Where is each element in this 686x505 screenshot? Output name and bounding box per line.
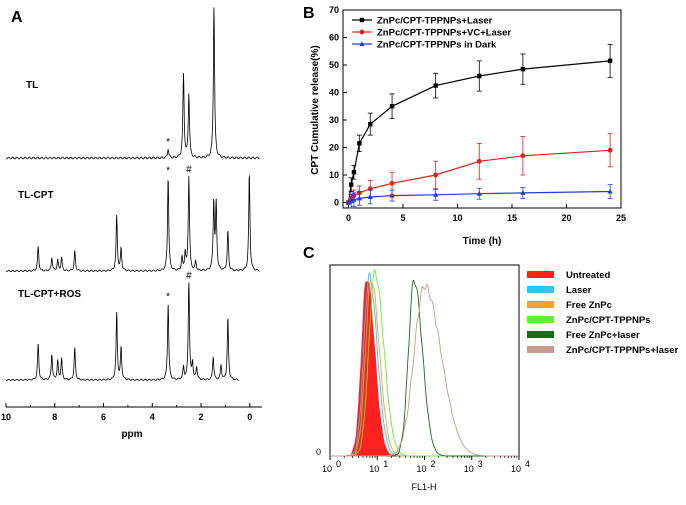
flow-panel: FL1-H 0 10 0 10 1 10 2 10 3 10 4UntreatedLaserFre… bbox=[316, 264, 678, 492]
flow-x-tick-exponent: 4 bbox=[525, 459, 530, 469]
flow-legend-label: Free ZnPc+laser bbox=[566, 330, 640, 341]
flow-x-tick-label: 10 bbox=[416, 464, 426, 474]
release-point bbox=[389, 104, 395, 109]
flow-legend-swatch bbox=[527, 346, 554, 353]
nmr-x-tick-label: 10 bbox=[1, 412, 11, 422]
release-legend-label: ZnPc/CPT-TPPNPs+Laser bbox=[377, 16, 493, 27]
release-x-tick-label: 20 bbox=[561, 213, 571, 223]
flow-x-tick-exponent: 0 bbox=[336, 459, 341, 469]
release-plot-frame bbox=[342, 9, 622, 209]
peak-marker: * bbox=[166, 166, 170, 177]
release-legend-marker bbox=[359, 29, 365, 35]
release-point bbox=[607, 188, 613, 194]
release-point bbox=[520, 66, 526, 72]
flow-legend-swatch bbox=[527, 271, 554, 278]
release-series-line bbox=[347, 60, 611, 203]
release-point bbox=[367, 194, 373, 199]
nmr-x-tick-label: 2 bbox=[199, 412, 204, 422]
nmr-trace-tl bbox=[5, 7, 260, 160]
release-x-tick-label: 25 bbox=[616, 213, 626, 223]
flow-legend-swatch bbox=[527, 301, 554, 308]
flow-legend-label: Untreated bbox=[566, 270, 611, 281]
flow-x-tick-label: 10 bbox=[511, 464, 521, 474]
trace-label-tl-cpt-ros: TL-CPT+ROS bbox=[18, 289, 81, 300]
release-y-tick-label: 70 bbox=[329, 5, 339, 15]
release-x-tick-label: 15 bbox=[507, 213, 517, 223]
nmr-trace-tl-cpt bbox=[5, 175, 260, 273]
flow-legend-label: Laser bbox=[566, 285, 592, 296]
release-point bbox=[368, 121, 373, 127]
flow-histogram-line bbox=[330, 272, 519, 457]
flow-x-tick-exponent: 3 bbox=[478, 459, 483, 469]
flow-x-tick-label: 10 bbox=[322, 464, 332, 474]
nmr-x-tick-label: 8 bbox=[52, 412, 57, 422]
flow-x-tick-label: 10 bbox=[464, 464, 474, 474]
release-legend-label: ZnPc/CPT-TPPNPs in Dark bbox=[377, 40, 497, 51]
release-y-tick-label: 50 bbox=[329, 60, 339, 70]
release-x-tick-label: 10 bbox=[452, 213, 462, 223]
release-legend-marker bbox=[359, 17, 365, 23]
release-y-tick-label: 0 bbox=[334, 198, 339, 208]
release-y-label: CPT Cumulative release(%) bbox=[310, 45, 321, 175]
release-panel: Time (h) CPT Cumulative release(%) 0 5 10 1… bbox=[310, 5, 626, 247]
release-legend-label: ZnPc/CPT-TPPNPs+VC+Laser bbox=[377, 28, 511, 39]
trace-label-tl: TL bbox=[26, 80, 38, 91]
flow-legend-swatch bbox=[527, 286, 554, 293]
release-legend-marker bbox=[359, 41, 365, 46]
nmr-x-tick-label: 0 bbox=[247, 412, 252, 422]
peak-marker: * bbox=[166, 137, 170, 148]
release-point bbox=[476, 190, 482, 196]
release-point bbox=[607, 58, 613, 64]
flow-legend-label: ZnPc/CPT-TPPNPs+laser bbox=[566, 345, 678, 356]
panel-b-letter: B bbox=[303, 5, 315, 22]
trace-label-tl-cpt: TL-CPT bbox=[18, 190, 54, 201]
peak-marker: # bbox=[186, 271, 192, 282]
release-x-tick-label: 5 bbox=[400, 213, 405, 223]
release-point bbox=[607, 147, 613, 153]
flow-legend-swatch bbox=[527, 331, 554, 338]
flow-legend-label: ZnPc/CPT-TPPNPs bbox=[566, 315, 650, 326]
release-point bbox=[348, 182, 354, 187]
nmr-x-tick-label: 6 bbox=[101, 412, 106, 422]
flow-x-tick-exponent: 2 bbox=[431, 459, 436, 469]
release-point bbox=[351, 196, 357, 202]
release-point bbox=[433, 83, 438, 88]
panel-a-letter: A bbox=[11, 9, 23, 26]
release-y-tick-label: 40 bbox=[329, 88, 339, 98]
flow-histogram-line bbox=[330, 283, 519, 457]
peak-marker: * bbox=[166, 292, 170, 303]
release-point bbox=[520, 153, 526, 159]
flow-legend-label: Free ZnPc bbox=[566, 300, 612, 311]
flow-x-tick-label: 10 bbox=[369, 464, 379, 474]
release-point bbox=[348, 198, 354, 204]
release-point bbox=[351, 170, 357, 175]
release-point bbox=[357, 141, 362, 146]
nmr-x-tick-label: 4 bbox=[150, 412, 155, 422]
release-x-tick-label: 0 bbox=[346, 213, 351, 223]
nmr-panel: ppm TL TL-CPT TL-CPT+ROS * * # * #10 8 6 4 2 0 bbox=[1, 7, 262, 440]
peak-marker: # bbox=[186, 164, 192, 175]
release-point bbox=[520, 190, 526, 195]
release-point bbox=[356, 195, 362, 201]
nmr-trace-tl-cpt-ros bbox=[5, 282, 239, 382]
flow-legend-swatch bbox=[527, 316, 554, 323]
flow-x-label: FL1-H bbox=[411, 482, 436, 492]
release-point bbox=[476, 158, 482, 164]
release-x-label: Time (h) bbox=[463, 236, 502, 247]
release-point bbox=[477, 73, 482, 79]
panel-c-letter: C bbox=[303, 245, 315, 262]
release-y-tick-label: 30 bbox=[329, 115, 339, 125]
flow-x-tick-exponent: 1 bbox=[383, 459, 388, 469]
release-point bbox=[389, 180, 395, 186]
release-y-tick-label: 60 bbox=[329, 33, 339, 43]
release-y-tick-label: 20 bbox=[329, 143, 339, 153]
release-point bbox=[345, 199, 352, 205]
flow-y-tick-0: 0 bbox=[316, 447, 321, 457]
release-point bbox=[389, 192, 395, 198]
release-point bbox=[433, 172, 439, 178]
release-point bbox=[433, 192, 439, 197]
nmr-x-label: ppm bbox=[121, 429, 142, 440]
release-y-tick-label: 10 bbox=[329, 170, 339, 180]
